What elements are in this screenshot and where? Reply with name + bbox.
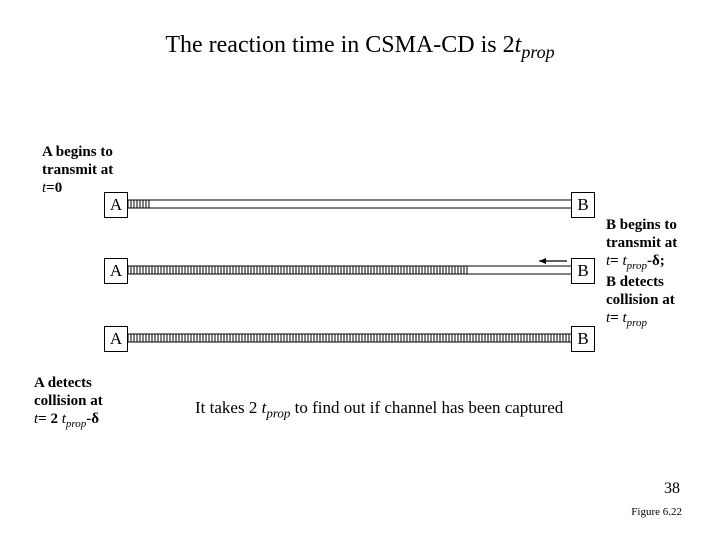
node-a-box: A	[104, 258, 128, 284]
node-b-box: B	[571, 258, 595, 284]
figure-reference: Figure 6.22	[631, 506, 682, 518]
slide-title: The reaction time in CSMA-CD is 2tprop	[0, 32, 720, 63]
bus-line	[128, 324, 571, 352]
annotation-a-detects: A detectscollision att= 2 tprop-δ	[34, 374, 103, 431]
title-sub: prop	[521, 42, 554, 62]
node-b-box: B	[571, 192, 595, 218]
bus-line	[128, 190, 571, 218]
node-a-box: A	[104, 326, 128, 352]
caption: It takes 2 tprop to find out if channel …	[195, 398, 563, 421]
node-b-box: B	[571, 326, 595, 352]
annotation-b-begins: B begins totransmit att= tprop-δ;B detec…	[606, 216, 677, 330]
title-prefix: The reaction time in CSMA-CD is 2	[165, 32, 514, 58]
node-a-box: A	[104, 192, 128, 218]
annotation-a-begins: A begins totransmit att=0	[42, 143, 113, 197]
slide-number: 38	[664, 480, 680, 498]
bus-line	[128, 256, 571, 284]
